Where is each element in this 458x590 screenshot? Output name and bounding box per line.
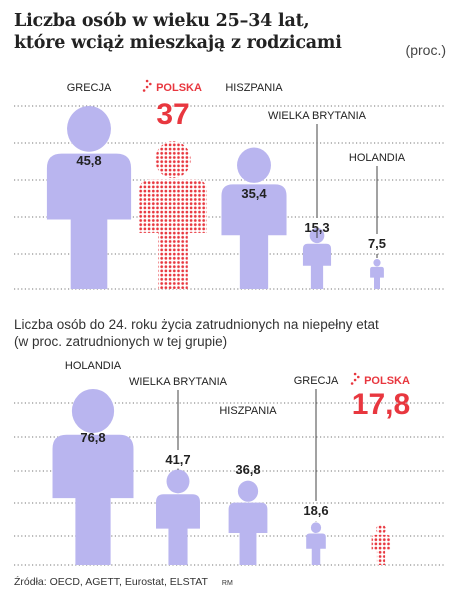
value-label-grecja: 18,6 [303, 503, 328, 518]
value-label-holandia: 7,5 [368, 236, 386, 251]
figure-polska [138, 141, 208, 289]
unit-label: (proc.) [405, 42, 446, 58]
value-label-polska: 17,8 [352, 388, 410, 421]
category-label-polska: POLSKA [364, 375, 410, 387]
highlight-marker-icon [142, 79, 152, 92]
category-label-hiszpania: HISZPANIA [225, 82, 283, 94]
highlight-marker-icon [350, 372, 360, 385]
chart-title-line-2: które wciąż mieszkają z rodzicami [14, 33, 342, 53]
category-label-wielka-brytania: WIELKA BRYTANIA [129, 376, 228, 388]
figure-hiszpania-head [237, 480, 259, 502]
figure-holandia-body [52, 434, 134, 565]
figure-holandia-head [373, 259, 381, 267]
figure-grecja [46, 106, 132, 289]
value-label-grecja: 45,8 [76, 153, 101, 168]
chart-2-subtitle-line-2: (w proc. zatrudnionych w tej grupie) [14, 334, 228, 349]
figure-grecja-head [67, 106, 111, 152]
figure-polska-head [155, 141, 191, 179]
figure-grecja-body [46, 153, 132, 289]
category-label-holandia: HOLANDIA [65, 360, 122, 372]
figure-grecja [306, 522, 326, 565]
figure-grecja-body [306, 533, 326, 565]
value-label-hiszpania: 35,4 [241, 186, 267, 201]
chart-title: Liczba osób w wieku 25–34 lat, które wci… [14, 10, 374, 54]
category-label-grecja: GRECJA [294, 375, 339, 387]
figure-grecja-head [310, 522, 322, 534]
category-label-holandia: HOLANDIA [349, 152, 406, 164]
chart-title-line-1: Liczba osób w wieku 25–34 lat, [14, 11, 310, 31]
value-label-wielka-brytania: 41,7 [165, 452, 190, 467]
value-label-polska: 37 [156, 98, 189, 131]
figure-wielka-brytania-body [302, 243, 332, 289]
figure-wielka-brytania-body [156, 494, 200, 565]
category-label-wielka-brytania: WIELKA BRYTANIA [268, 110, 367, 122]
category-label-grecja: GRECJA [67, 82, 112, 94]
figure-hiszpania-body [228, 502, 268, 565]
figure-wielka-brytania [156, 469, 200, 565]
source-note: Źródła: OECD, AGETT, Eurostat, ELSTAT RM [14, 576, 233, 588]
figure-holandia [52, 389, 134, 565]
figure-holandia-head [71, 389, 115, 433]
author-initials: RM [221, 580, 233, 587]
chart-1: 45,8GRECJA37POLSKA35,4HISZPANIA15,3WIELK… [14, 79, 446, 290]
chart-2-subtitle-line-1: Liczba osób do 24. roku życia zatrudnion… [14, 317, 379, 332]
figure-holandia [370, 259, 384, 289]
value-label-holandia: 76,8 [80, 430, 105, 445]
figure-hiszpania-body [221, 184, 287, 289]
value-label-hiszpania: 36,8 [235, 462, 260, 477]
figure-holandia-body [370, 266, 384, 289]
figure-polska-body [138, 179, 208, 289]
figure-hiszpania [221, 147, 287, 289]
chart-2-subtitle: Liczba osób do 24. roku życia zatrudnion… [14, 316, 454, 350]
figure-wielka-brytania-head [166, 469, 190, 494]
category-label-hiszpania: HISZPANIA [219, 405, 277, 417]
chart-2: 76,8 HOLANDIA 41,7 WIELKA BRYTANIA 36,8 HISZP… [14, 360, 446, 566]
category-label-polska: POLSKA [156, 82, 202, 94]
source-text: Źródła: OECD, AGETT, Eurostat, ELSTAT [14, 576, 208, 588]
figure-hiszpania-head [237, 147, 271, 183]
figure-polska-body [371, 534, 391, 565]
figure-polska [371, 524, 391, 565]
figure-polska-head [376, 524, 386, 535]
figure-hiszpania [228, 480, 268, 565]
